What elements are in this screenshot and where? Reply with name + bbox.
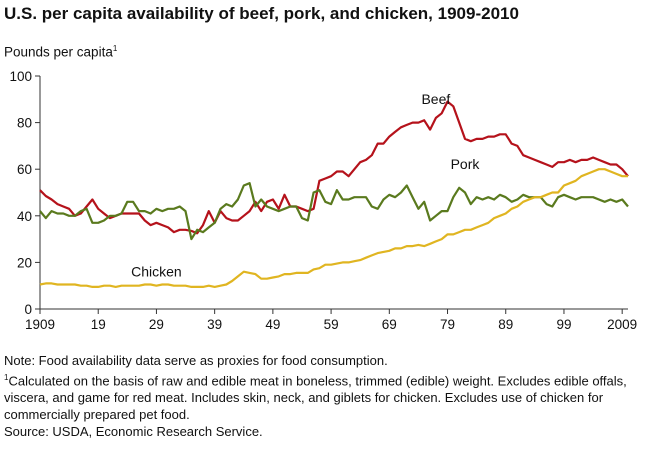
series-labels: Beef Pork Chicken (131, 91, 480, 279)
footnote-text: 1Calculated on the basis of raw and edib… (4, 369, 644, 423)
y-tick-label: 20 (17, 255, 32, 270)
chart-title: U.S. per capita availability of beef, po… (4, 4, 519, 23)
note-text: Note: Food availability data serve as pr… (4, 353, 388, 368)
x-tick-label: 99 (556, 317, 571, 332)
y-tick-label: 80 (17, 116, 32, 131)
y-tick-label: 40 (17, 209, 32, 224)
y-axis-label: Pounds per capita1 (4, 44, 117, 60)
y-axis-label-text: Pounds per capita (4, 44, 113, 60)
y-tick-label: 100 (9, 69, 32, 84)
chicken-line (39, 168, 628, 288)
x-tick-label: 79 (440, 317, 455, 332)
x-tick-label: 89 (498, 317, 513, 332)
x-tick-label: 1909 (25, 317, 55, 332)
pork-label: Pork (451, 156, 481, 172)
x-tick-label: 69 (382, 317, 397, 332)
x-tick-label: 49 (265, 317, 280, 332)
x-tick-label: 19 (91, 317, 106, 332)
footnote-body: Calculated on the basis of raw and edibl… (4, 373, 627, 423)
footnote-marker: 1 (112, 44, 118, 53)
x-tick-label: 39 (207, 317, 222, 332)
pork-line (39, 182, 629, 241)
source-text: Source: USDA, Economic Research Service. (4, 424, 263, 440)
footnote-marker: 1 (4, 373, 9, 382)
beef-label: Beef (421, 91, 450, 107)
chicken-label: Chicken (131, 263, 182, 279)
x-tick-label: 2009 (607, 317, 637, 332)
y-tick-label: 60 (17, 162, 32, 177)
x-tick-label: 29 (149, 317, 164, 332)
series-lines (39, 100, 629, 288)
y-tick-label: 0 (24, 302, 32, 317)
x-axis: 1909 19 29 39 49 59 69 79 89 99 2009 (25, 308, 637, 332)
y-axis: 0 20 40 60 80 100 (9, 69, 41, 317)
x-tick-label: 59 (324, 317, 339, 332)
beef-line (39, 100, 629, 235)
chart-notes: Note: Food availability data serve as pr… (4, 352, 644, 440)
